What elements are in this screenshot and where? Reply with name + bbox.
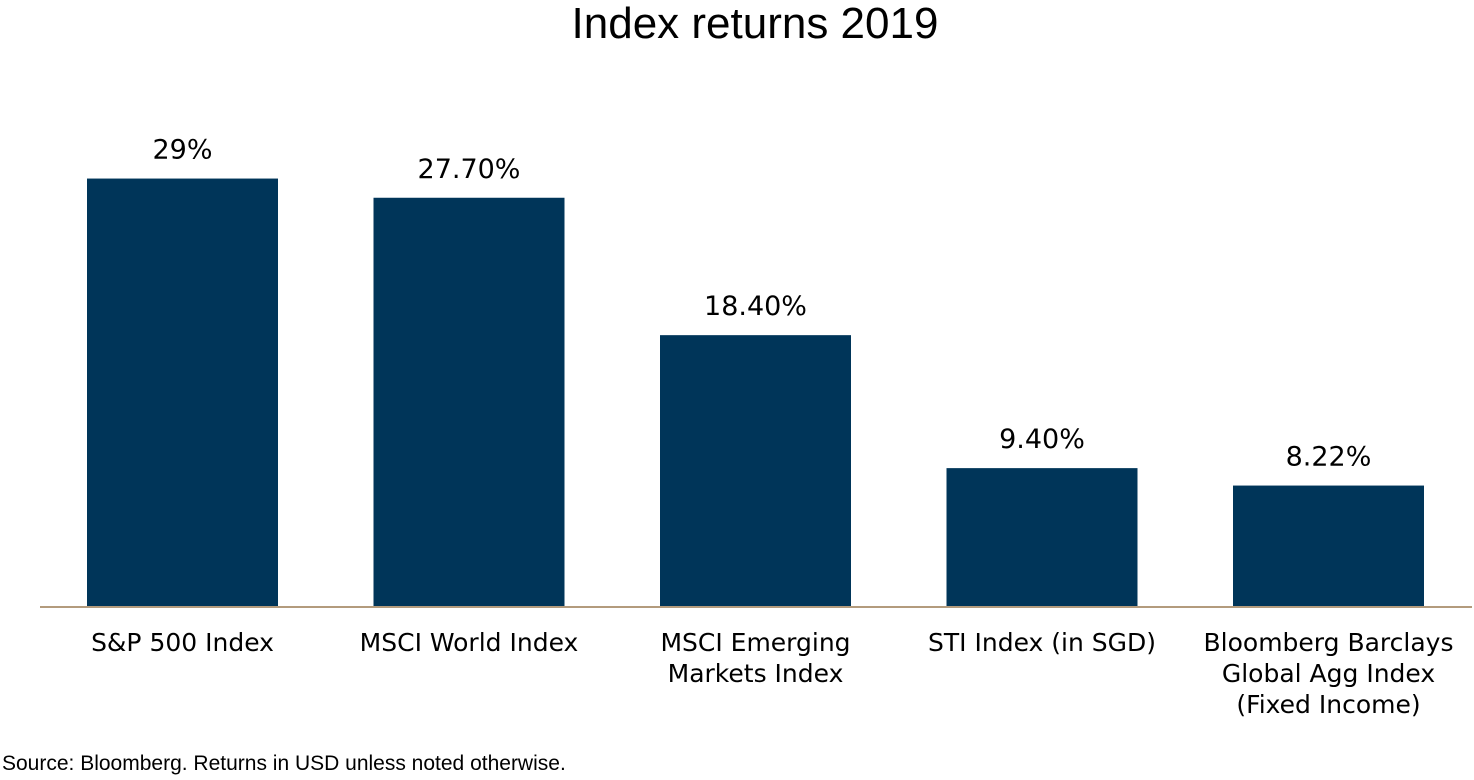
data-label-2: 18.40% [704, 291, 807, 322]
category-label-2: MSCI Emerging Markets Index [660, 628, 850, 688]
category-label-1-line-0: MSCI World Index [360, 628, 579, 657]
category-labels-group: S&P 500 Index MSCI World Index MSCI Emergi… [91, 628, 1453, 719]
category-label-4-line-0: Bloomberg Barclays [1204, 628, 1454, 657]
bar-0 [87, 178, 278, 607]
bar-3 [946, 468, 1138, 607]
category-label-0-line-0: S&P 500 Index [91, 628, 274, 657]
category-label-3-line-0: STI Index (in SGD) [928, 628, 1156, 657]
category-label-4-line-1: Global Agg Index [1222, 659, 1435, 688]
data-label-4: 8.22% [1286, 442, 1372, 473]
bars-group [87, 178, 1424, 608]
category-label-4-line-2: (Fixed Income) [1236, 690, 1420, 719]
data-label-3: 9.40% [999, 424, 1085, 455]
bar-2 [660, 335, 851, 607]
category-label-0: S&P 500 Index [91, 628, 274, 657]
category-label-2-line-1: Markets Index [668, 659, 844, 688]
category-label-3: STI Index (in SGD) [928, 628, 1156, 657]
data-label-1: 27.70% [418, 154, 521, 185]
bar-1 [373, 197, 565, 608]
category-label-2-line-0: MSCI Emerging [660, 628, 850, 657]
data-labels-group: 29% 27.70% 18.40% 9.40% 8.22% [152, 135, 1371, 473]
category-label-4: Bloomberg Barclays Global Agg Index (Fixed… [1204, 628, 1454, 719]
source-note: Source: Bloomberg. Returns in USD unless… [2, 752, 566, 775]
chart-title: Index returns 2019 [572, 0, 939, 48]
data-label-0: 29% [152, 135, 212, 166]
bar-4 [1233, 485, 1424, 607]
category-label-1: MSCI World Index [360, 628, 579, 657]
